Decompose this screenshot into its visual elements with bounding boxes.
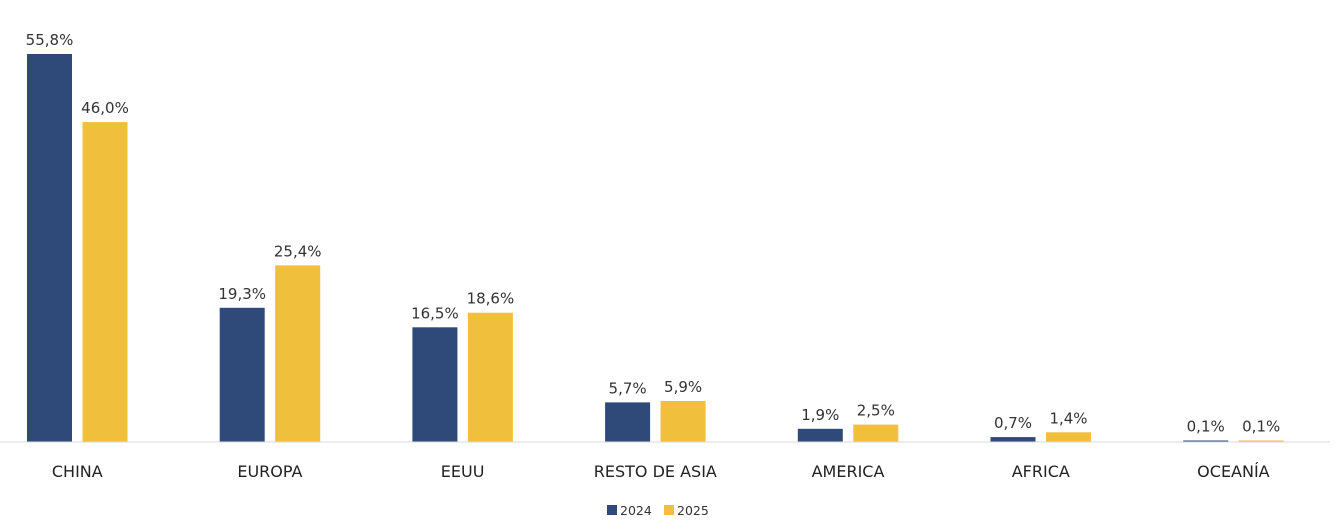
legend-label-2025: 2025 [677, 503, 709, 518]
bar-2025-china [82, 122, 128, 442]
value-label-2025-africa: 1,4% [1049, 409, 1087, 427]
value-label-2024-africa: 0,7% [994, 414, 1032, 432]
category-label-oceanía: OCEANÍA [1197, 462, 1270, 481]
bar-2025-eeuu [467, 312, 513, 442]
bar-2024-china [27, 54, 72, 442]
bar-2024-oceanía [1183, 440, 1229, 442]
category-label-eeuu: EEUU [441, 462, 485, 481]
value-label-2025-eeuu: 18,6% [467, 290, 515, 308]
value-label-2025-resto-de-asia: 5,9% [664, 378, 702, 396]
value-labels-group: 55,8% 46,0% 19,3% 25,4% 16,5% 18,6% 5,7% 5,9% 1,… [26, 31, 1281, 436]
bar-2024-eeuu [412, 327, 458, 442]
value-label-2024-europa: 19,3% [218, 285, 266, 303]
bar-2025-africa [1046, 432, 1091, 442]
value-label-2025-europa: 25,4% [274, 242, 322, 260]
category-label-africa: AFRICA [1012, 462, 1070, 481]
category-label-china: CHINA [52, 462, 103, 481]
value-label-2024-resto-de-asia: 5,7% [609, 379, 647, 397]
value-label-2025-oceanía: 0,1% [1242, 418, 1280, 436]
bar-2025-resto-de-asia [660, 401, 706, 442]
category-label-america: AMERICA [812, 462, 885, 481]
value-label-2025-america: 2,5% [857, 402, 895, 420]
category-label-europa: EUROPA [237, 462, 302, 481]
value-label-2024-oceanía: 0,1% [1187, 418, 1225, 436]
legend: 2024 2025 [607, 503, 709, 518]
value-label-2024-china: 55,8% [26, 31, 74, 49]
value-label-2024-eeuu: 16,5% [411, 304, 459, 322]
legend-swatch-2025 [664, 505, 674, 515]
bars-group [27, 54, 1284, 442]
bar-2024-africa [990, 437, 1036, 442]
bar-2025-europa [275, 265, 321, 442]
category-label-resto-de-asia: RESTO DE ASIA [594, 462, 717, 481]
bar-2024-america [797, 428, 843, 442]
legend-label-2024: 2024 [620, 503, 652, 518]
value-label-2024-america: 1,9% [801, 406, 839, 424]
value-label-2025-china: 46,0% [81, 99, 129, 117]
bar-2024-resto-de-asia [605, 402, 651, 442]
bar-2025-oceanía [1238, 440, 1284, 442]
legend-swatch-2024 [607, 505, 617, 515]
bar-2025-america [853, 424, 899, 442]
category-labels-group: CHINA EUROPA EEUU RESTO DE ASIA AMERICA AFRIC… [52, 462, 1270, 481]
bar-2024-europa [219, 307, 265, 442]
